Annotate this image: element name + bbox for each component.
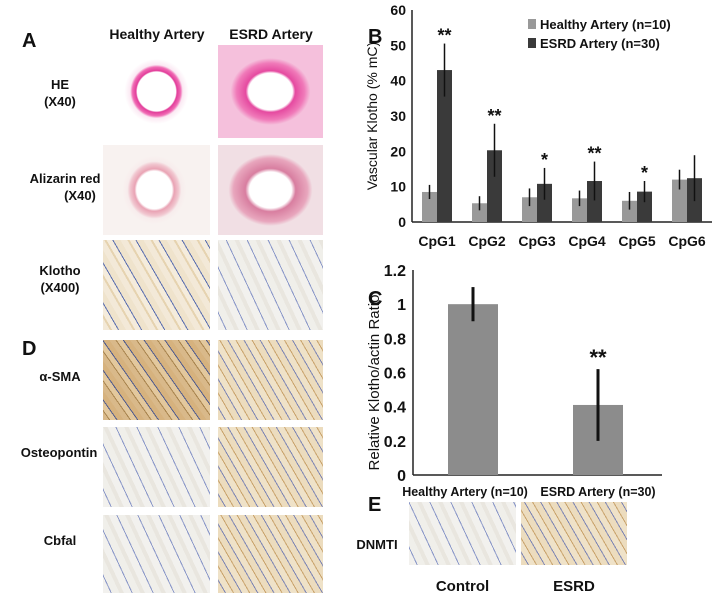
- legend-label: Healthy Artery (n=10): [540, 17, 671, 32]
- x-tick-label: CpG6: [668, 233, 706, 249]
- row-label-dnmt1: DNMTI: [356, 537, 398, 552]
- micrograph-cbfal-healthy: [103, 515, 210, 593]
- row-label-cbfal: Cbfal: [43, 533, 77, 548]
- bar: [422, 191, 437, 222]
- row-label-magnification: (X40): [64, 188, 96, 203]
- significance-marker: *: [641, 163, 648, 183]
- significance-marker: **: [589, 345, 607, 370]
- x-tick-label: CpG4: [568, 233, 606, 249]
- row-label-osteopontin: Osteopontin: [20, 445, 98, 460]
- micrograph-osteopontin-esrd: [218, 427, 323, 507]
- micrograph-alizarin-healthy: [103, 145, 210, 235]
- bar: [437, 70, 452, 222]
- row-label-asma: α-SMA: [39, 369, 81, 384]
- x-tick-label: ESRD Artery (n=30): [540, 485, 655, 499]
- y-tick-label: 1.2: [384, 263, 406, 280]
- micrograph-klotho-esrd: [218, 240, 323, 330]
- y-tick-label: 50: [390, 37, 406, 53]
- chart-b-cpg-methylation: 0 10 20 30 40 50 60 Vascular Klotho (% mC) CpG1 *…: [364, 2, 712, 249]
- legend-swatch: [528, 38, 536, 48]
- y-axis-title: Vascular Klotho (% mC): [364, 42, 380, 190]
- bar: [572, 198, 587, 222]
- row-label-klotho: Klotho (X400): [20, 262, 100, 296]
- micrograph-dnmt1-control: [409, 502, 516, 565]
- row-label-he: HE (X40): [20, 76, 100, 110]
- significance-marker: **: [487, 106, 501, 126]
- panel-label-b: B: [368, 26, 383, 48]
- legend-swatch: [528, 19, 536, 29]
- bar: [487, 150, 502, 222]
- panel-label-a: A: [22, 30, 37, 52]
- micrograph-osteopontin-healthy: [103, 427, 210, 507]
- x-tick-label: CpG3: [518, 233, 556, 249]
- y-tick-label: 0: [397, 468, 406, 485]
- y-axis-title: Relative Klotho/actin Ratio: [366, 295, 383, 471]
- bar: [622, 200, 637, 222]
- x-tick-label: CpG1: [418, 233, 456, 249]
- micrograph-alizarin-esrd: [218, 145, 323, 235]
- caption-esrd: ESRD: [553, 578, 595, 595]
- y-tick-label: 0.8: [384, 331, 406, 348]
- y-tick-label: 1: [397, 297, 406, 314]
- micrograph-klotho-healthy: [103, 240, 210, 330]
- bar: [537, 183, 552, 222]
- significance-marker: *: [541, 150, 548, 170]
- y-tick-label: 40: [390, 73, 406, 89]
- col-header-esrd: ESRD Artery: [229, 26, 313, 42]
- bar: [522, 197, 537, 222]
- y-tick-label: 0.6: [384, 366, 406, 383]
- bar: [448, 304, 498, 475]
- panel-label-c: C: [368, 288, 383, 310]
- micrograph-he-esrd: [218, 45, 323, 138]
- micrograph-he-healthy: [103, 45, 210, 138]
- micrograph-dnmt1-esrd: [521, 502, 627, 565]
- col-header-healthy: Healthy Artery: [109, 26, 205, 42]
- micrograph-asma-healthy: [103, 340, 210, 420]
- y-tick-label: 60: [390, 2, 406, 18]
- bar: [672, 179, 687, 222]
- panel-label-d: D: [22, 338, 37, 360]
- row-label-magnification: (X400): [40, 280, 80, 295]
- bar: [587, 181, 602, 222]
- row-label-magnification: (X40): [44, 94, 76, 109]
- row-label-text: Alizarin red: [29, 171, 101, 186]
- x-tick-label: Healthy Artery (n=10): [402, 485, 528, 499]
- row-label-alizarin: Alizarin red (X40): [20, 170, 110, 204]
- legend-label: ESRD Artery (n=30): [540, 36, 660, 51]
- row-label-text: HE: [50, 77, 70, 92]
- bar: [472, 203, 487, 222]
- y-tick-label: 20: [390, 143, 406, 159]
- x-tick-label: CpG5: [618, 233, 656, 249]
- bar: [637, 191, 652, 222]
- y-tick-label: 30: [390, 108, 406, 124]
- y-tick-label: 0: [398, 214, 406, 230]
- x-tick-label: CpG2: [468, 233, 506, 249]
- y-tick-label: 0.4: [384, 400, 406, 417]
- micrograph-cbfal-esrd: [218, 515, 323, 593]
- y-tick-label: 10: [390, 179, 406, 195]
- caption-control: Control: [435, 578, 490, 595]
- y-tick-label: 0.2: [384, 434, 406, 451]
- micrograph-asma-esrd: [218, 340, 323, 420]
- significance-marker: **: [437, 26, 451, 46]
- significance-marker: **: [587, 144, 601, 164]
- row-label-text: Klotho: [39, 263, 81, 278]
- panel-label-e: E: [368, 494, 382, 516]
